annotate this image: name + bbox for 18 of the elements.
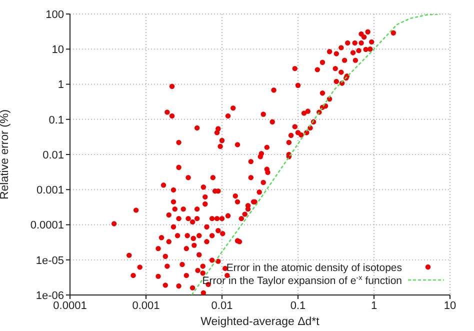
x-tick-label: 10 <box>444 300 456 312</box>
y-axis-title: Relative error (%) <box>0 109 12 200</box>
y-tick-label: 0.01 <box>42 149 64 162</box>
y-tick-label: 10 <box>52 44 64 56</box>
y-tick-label: 1e-06 <box>36 290 64 302</box>
y-tick-label: 0.0001 <box>30 220 64 232</box>
y-tick-label: 100 <box>46 8 64 21</box>
x-tick-label: 0.1 <box>290 300 306 312</box>
x-tick-label: 0.01 <box>211 300 233 312</box>
y-tick-label: 1e-05 <box>36 254 64 267</box>
y-tick-label: 0.001 <box>36 184 64 197</box>
x-tick-label: 1 <box>370 300 378 312</box>
x-axis-title: Weighted-average Δd*t <box>200 316 320 328</box>
y-tick-label: 0.1 <box>48 114 64 126</box>
x-tick-label: 0.001 <box>132 300 160 312</box>
y-tick-label: 1 <box>58 79 64 92</box>
legend-label: Error in the Taylor expansion of e$^{-x}$ function <box>202 272 402 287</box>
legend-label: Error in the atomic density of isotopes <box>226 262 402 274</box>
